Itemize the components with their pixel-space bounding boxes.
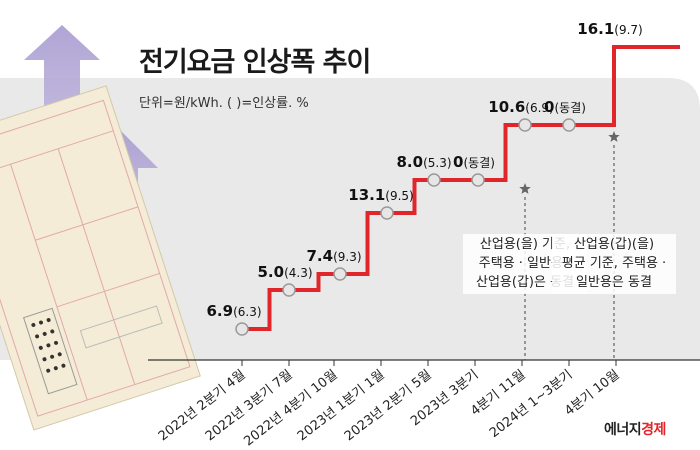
data-point <box>518 118 532 132</box>
data-label: 7.4(9.3) <box>306 247 361 265</box>
annotation-text: 산업용(갑)은 동결 <box>476 275 574 290</box>
unit-note: 단위=원/kWh. ( )=인상률. % <box>139 96 309 111</box>
annotation-text: 산업용(갑)(을) <box>574 237 654 252</box>
data-point <box>333 267 347 281</box>
chart-title: 전기요금 인상폭 추이 <box>139 47 371 78</box>
x-tick-label: 2024년 1~3분기 <box>487 367 575 441</box>
star-icon <box>608 131 620 142</box>
data-label: 5.0(4.3) <box>257 263 312 281</box>
logo-part1: 에너지 <box>604 422 642 438</box>
data-label: 10.6(6.9) <box>488 98 553 116</box>
series-line <box>242 45 680 331</box>
data-point <box>235 322 249 336</box>
publisher-logo: 에너지경제 <box>604 419 666 439</box>
data-label: 8.0(5.3) <box>396 153 451 171</box>
annotation-text: 평균 기준, 주택용 · <box>562 256 666 271</box>
data-point <box>380 206 394 220</box>
data-point <box>427 173 441 187</box>
annotation-box <box>552 234 676 294</box>
star-icon <box>519 183 531 194</box>
annotation-text: 산업용(을) 기준, <box>480 237 570 252</box>
data-point <box>282 283 296 297</box>
data-label: 16.1(9.7) <box>577 20 642 38</box>
data-point <box>471 173 485 187</box>
data-label: 0(동결) <box>453 153 495 171</box>
x-tick-label: 2023년 2분기 5월 <box>342 367 435 444</box>
data-label: 6.9(6.3) <box>206 302 261 320</box>
data-label: 0(동결) <box>544 98 586 116</box>
annotation-text: 주택용 · 일반용 · <box>479 256 571 271</box>
data-point <box>562 118 576 132</box>
logo-part2: 경제 <box>641 422 666 438</box>
data-label: 13.1(9.5) <box>348 186 413 204</box>
bill-paper-illustration <box>0 85 201 431</box>
annotation-text: 일반용은 동결 <box>576 275 652 290</box>
